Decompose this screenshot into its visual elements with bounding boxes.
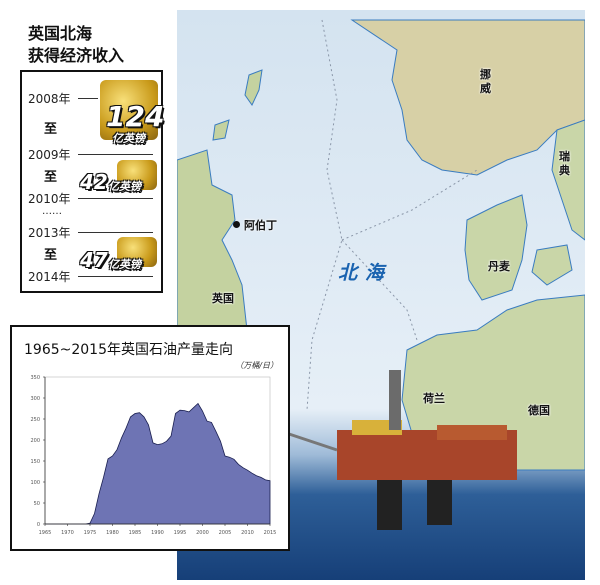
land-orkney <box>212 119 230 141</box>
gold-coins-icon <box>117 237 157 267</box>
period-2-unit: 亿英镑 <box>108 180 141 193</box>
land-denmark <box>464 194 528 301</box>
chart-title: 1965~2015年英国石油产量走向 <box>24 342 233 358</box>
period-1-to: 2009年 <box>28 148 71 162</box>
y-tick-label: 200 <box>30 438 40 444</box>
period-1-from: 2008年 <box>28 92 71 106</box>
maritime-borders <box>306 19 478 411</box>
period-3-to: 2014年 <box>28 270 71 284</box>
x-tick-label: 1990 <box>151 530 164 536</box>
label-north-sea: 北海 <box>338 262 393 284</box>
period-3-unit: 亿英镑 <box>108 258 141 271</box>
x-tick-label: 2000 <box>196 530 209 536</box>
gold-coins-icon <box>100 80 158 140</box>
oil-production-chart-panel: 1965~2015年英国石油产量走向 （万桶/日） 0 50 100 150 200 25… <box>10 325 290 551</box>
divider <box>78 198 153 199</box>
x-tick-label: 2010 <box>241 530 254 536</box>
ellipsis: …… <box>42 206 62 217</box>
aberdeen-dot-icon <box>233 221 240 228</box>
revenue-panel: 2008年 至 124 亿英镑 2009年 至 42 亿英镑 2010年 …… … <box>20 70 165 293</box>
label-uk: 英国 <box>212 292 234 305</box>
x-tick-label: 1985 <box>129 530 142 536</box>
area-chart: 0 50 100 150 200 250 300 350 1965 1970 1975 1980 198… <box>30 375 277 536</box>
y-tick-label: 350 <box>30 375 40 381</box>
label-norway: 挪威 <box>480 68 491 95</box>
gold-coins-icon <box>117 160 157 190</box>
land-shetland <box>244 69 263 106</box>
oil-platform <box>276 370 517 530</box>
x-tick-label: 2005 <box>219 530 232 536</box>
y-tick-label: 150 <box>30 459 40 465</box>
label-aberdeen: 阿伯丁 <box>244 219 277 232</box>
y-tick-label: 50 <box>34 501 40 507</box>
divider <box>78 276 153 277</box>
heading-line2: 获得经济收入 <box>28 46 125 65</box>
period-2-amount: 42 <box>80 170 108 194</box>
x-tick-label: 1980 <box>106 530 119 536</box>
x-tick-label: 1965 <box>39 530 52 536</box>
y-tick-label: 0 <box>37 522 40 528</box>
divider <box>78 232 153 233</box>
divider <box>78 98 98 99</box>
label-sweden: 瑞典 <box>559 150 570 177</box>
y-tick-label: 250 <box>30 417 40 423</box>
divider <box>78 154 153 155</box>
period-1-unit: 亿英镑 <box>112 132 145 145</box>
period-2-sep: 至 <box>44 170 58 185</box>
x-tick-label: 1995 <box>174 530 187 536</box>
x-tick-label: 2015 <box>264 530 277 536</box>
period-2-to: 2010年 <box>28 192 71 206</box>
label-netherlands: 荷兰 <box>423 392 445 405</box>
heading-line1: 英国北海 <box>28 24 93 43</box>
period-3-from: 2013年 <box>28 226 71 240</box>
label-germany: 德国 <box>528 404 550 417</box>
period-3-sep: 至 <box>44 248 58 263</box>
land-sweden <box>551 119 585 241</box>
label-denmark: 丹麦 <box>488 260 510 273</box>
period-3-amount: 47 <box>80 248 108 272</box>
x-tick-label: 1970 <box>61 530 74 536</box>
chart-unit: （万桶/日） <box>235 361 278 370</box>
period-1-sep: 至 <box>44 122 58 137</box>
period-1-amount: 124 <box>106 100 165 133</box>
x-tick-label: 1975 <box>84 530 97 536</box>
y-tick-label: 100 <box>30 480 40 486</box>
land-denmark-islands <box>531 244 573 286</box>
y-tick-label: 300 <box>30 396 40 402</box>
